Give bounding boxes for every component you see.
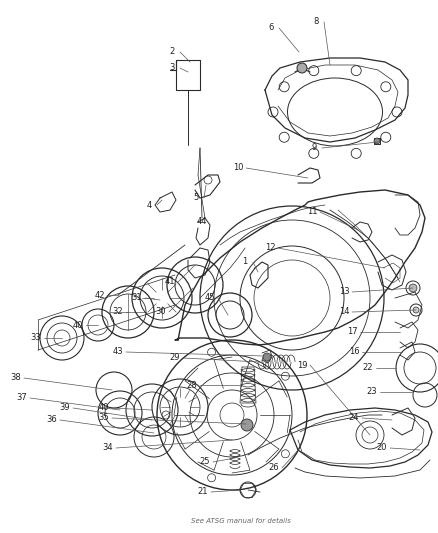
Text: 31: 31 <box>132 294 142 303</box>
Text: 26: 26 <box>268 464 279 472</box>
Text: 40: 40 <box>99 403 109 413</box>
Text: 28: 28 <box>187 381 197 390</box>
Text: 41: 41 <box>165 278 175 287</box>
Text: 23: 23 <box>367 387 377 397</box>
Text: 13: 13 <box>339 287 350 296</box>
Text: 4: 4 <box>146 200 152 209</box>
Circle shape <box>263 353 271 361</box>
Text: 12: 12 <box>265 244 275 253</box>
Text: 2: 2 <box>170 47 175 56</box>
Text: 38: 38 <box>11 374 21 383</box>
Text: 11: 11 <box>307 207 317 216</box>
Text: 37: 37 <box>17 393 27 402</box>
Text: 10: 10 <box>233 164 243 173</box>
Circle shape <box>413 307 419 313</box>
Text: 22: 22 <box>363 364 373 373</box>
Text: 19: 19 <box>297 360 307 369</box>
Text: 36: 36 <box>46 416 57 424</box>
Text: 8: 8 <box>313 18 319 27</box>
Text: 16: 16 <box>349 348 359 357</box>
Text: 3: 3 <box>170 63 175 72</box>
Text: 33: 33 <box>31 334 41 343</box>
Text: See ATSG manual for details: See ATSG manual for details <box>191 518 291 524</box>
Circle shape <box>297 63 307 73</box>
Text: 17: 17 <box>347 327 357 336</box>
Text: 20: 20 <box>377 443 387 453</box>
Circle shape <box>374 138 380 144</box>
Text: 39: 39 <box>60 403 71 413</box>
Text: 25: 25 <box>200 457 210 466</box>
Text: 14: 14 <box>339 308 349 317</box>
Text: 43: 43 <box>113 348 124 357</box>
Circle shape <box>241 419 253 431</box>
Circle shape <box>409 284 417 292</box>
Text: 30: 30 <box>155 308 166 317</box>
Text: 24: 24 <box>349 414 359 423</box>
Text: 35: 35 <box>99 414 110 423</box>
Text: 21: 21 <box>198 488 208 497</box>
Text: 5: 5 <box>193 193 198 203</box>
Text: 44: 44 <box>197 217 207 227</box>
Text: 40: 40 <box>73 320 83 329</box>
Text: 29: 29 <box>170 353 180 362</box>
Text: 6: 6 <box>268 23 274 33</box>
Text: 42: 42 <box>95 290 105 300</box>
Text: 45: 45 <box>205 294 215 303</box>
Text: 1: 1 <box>242 257 247 266</box>
Text: 9: 9 <box>311 143 317 152</box>
Text: 32: 32 <box>113 308 124 317</box>
Text: 34: 34 <box>102 443 113 453</box>
